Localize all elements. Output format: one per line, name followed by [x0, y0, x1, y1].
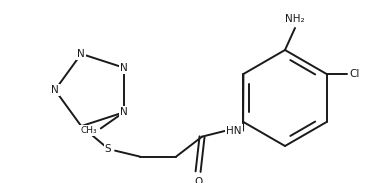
Text: HN: HN: [226, 126, 242, 136]
Text: N: N: [120, 107, 128, 117]
Text: N: N: [78, 49, 85, 59]
Text: Cl: Cl: [349, 69, 360, 79]
Text: N: N: [120, 63, 128, 73]
Text: O: O: [194, 177, 202, 183]
Text: N: N: [51, 85, 59, 95]
Text: CH₃: CH₃: [80, 126, 97, 135]
Text: NH₂: NH₂: [285, 14, 305, 24]
Text: S: S: [105, 144, 111, 154]
